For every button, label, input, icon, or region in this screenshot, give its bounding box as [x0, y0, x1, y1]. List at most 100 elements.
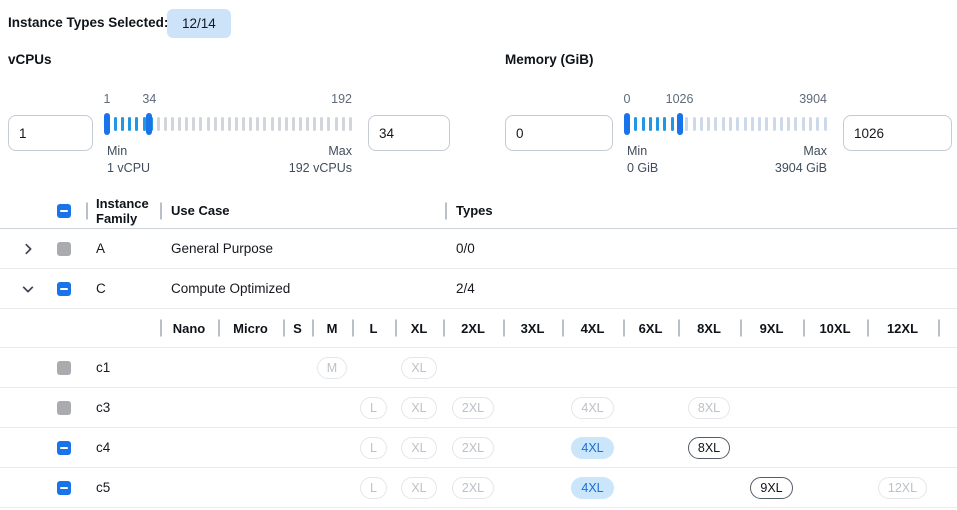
- size-column-label: 10XL: [819, 320, 851, 336]
- memory-min-input[interactable]: [505, 115, 613, 151]
- size-cell-c5-4xl: 4XL: [562, 468, 623, 507]
- slider-lower-handle[interactable]: [624, 113, 630, 135]
- instance-name-c1: c1: [96, 360, 111, 375]
- slider-upper-handle[interactable]: [146, 113, 153, 135]
- size-column-label: 8XL: [697, 320, 721, 336]
- size-header-expander-cell: [0, 309, 48, 347]
- slider-tick: [641, 117, 645, 131]
- family-row-A: A General Purpose 0/0: [0, 229, 957, 269]
- size-pill-c5-4xl[interactable]: 4XL: [571, 476, 614, 499]
- slider-tick: [743, 117, 747, 131]
- slider-lower-handle[interactable]: [104, 113, 110, 135]
- selected-count-badge: 12/14: [167, 9, 231, 38]
- slider-upper-handle[interactable]: [676, 113, 683, 135]
- family-checkbox-cell-A: [48, 229, 86, 268]
- slider-tick: [199, 117, 203, 131]
- size-column-label: 9XL: [759, 320, 784, 336]
- instance-size-grid-c1: M XL: [160, 348, 957, 387]
- family-name-C: C: [96, 281, 106, 296]
- slider-tick: [707, 117, 711, 131]
- size-pill-c3-4xl: 4XL: [571, 396, 614, 419]
- instance-expander-cell-c5: [0, 468, 48, 507]
- size-pill-c4-8xl[interactable]: 8XL: [687, 436, 731, 459]
- size-cell-c4-9xl: [740, 428, 803, 467]
- slider-tick: [156, 117, 160, 131]
- slider-tick: [794, 117, 798, 131]
- slider-tick: [692, 117, 696, 131]
- vcpus-slider-upper-label: 34: [142, 92, 157, 106]
- size-cell-c1-3xl: [503, 348, 562, 387]
- size-cell-c3-xl: XL: [395, 388, 443, 427]
- slider-tick: [663, 117, 667, 131]
- size-cell-c4-4xl: 4XL: [562, 428, 623, 467]
- instance-row-c1: c1 M XL: [0, 348, 957, 388]
- checkbox-disabled-A: [57, 241, 71, 256]
- size-column-header-s: S: [283, 309, 312, 347]
- instance-family-table: Instance Family Use Case Types A General …: [0, 193, 957, 508]
- slider-tick: [816, 117, 820, 131]
- slider-tick: [135, 117, 139, 131]
- instance-size-grid-c3: L XL 2XL 4XL 8XL: [160, 388, 957, 427]
- size-pill-c5-9xl[interactable]: 9XL: [750, 476, 793, 499]
- instance-checkbox-cell-c1: [48, 348, 86, 387]
- memory-slider-max-label: 3904: [799, 92, 827, 106]
- size-cell-c5-10xl: [803, 468, 867, 507]
- family-usecase-cell-A: General Purpose: [160, 229, 445, 268]
- memory-slider-track[interactable]: [624, 109, 827, 139]
- slider-tick: [348, 117, 352, 131]
- size-pill-c3-8xl: 8XL: [687, 396, 731, 419]
- size-cell-c4-micro: [218, 428, 283, 467]
- slider-tick: [809, 117, 813, 131]
- size-cell-c5-nano: [160, 468, 218, 507]
- instance-name-c4: c4: [96, 440, 111, 455]
- size-pill-c3-l: L: [360, 396, 387, 419]
- size-cell-c3-nano: [160, 388, 218, 427]
- family-expander-cell-A[interactable]: [0, 229, 48, 268]
- instance-trailing-spacer-c5: [938, 468, 957, 507]
- slider-tick: [750, 117, 754, 131]
- header-content: Use Case Types: [160, 193, 957, 228]
- vcpus-slider-track[interactable]: [104, 109, 352, 139]
- size-column-label: Nano: [172, 320, 206, 336]
- size-cell-c5-micro: [218, 468, 283, 507]
- select-all-checkbox[interactable]: [57, 203, 71, 218]
- size-column-label: 12XL: [886, 320, 919, 336]
- header-family-cell: Instance Family: [86, 193, 160, 228]
- vcpus-slider-max-label: 192: [331, 92, 352, 106]
- size-cell-c1-s: [283, 348, 312, 387]
- size-cell-c4-xl: XL: [395, 428, 443, 467]
- table-header-row: Instance Family Use Case Types: [0, 193, 957, 229]
- slider-tick: [656, 117, 660, 131]
- size-cell-c3-10xl: [803, 388, 867, 427]
- size-column-label: Micro: [233, 320, 268, 336]
- size-pill-c3-xl: XL: [401, 396, 437, 419]
- memory-slider-tick-labels: 0 1026 3904: [624, 92, 827, 109]
- slider-tick: [242, 117, 246, 131]
- slider-tick: [142, 117, 146, 131]
- slider-tick: [128, 117, 132, 131]
- checkbox-indeterminate-C[interactable]: [57, 281, 71, 296]
- vcpus-max-input[interactable]: [368, 115, 450, 151]
- size-column-header-xl: XL: [395, 309, 443, 347]
- size-cell-c5-m: [312, 468, 352, 507]
- vcpus-slider: 1 34 192 Min 1 vCPU Max 192 vCPUs: [104, 92, 352, 177]
- size-cell-c4-l: L: [352, 428, 395, 467]
- family-usecase-A: General Purpose: [171, 241, 274, 256]
- memory-max-input[interactable]: [843, 115, 952, 151]
- slider-tick: [114, 117, 118, 131]
- family-name-cell-C: C: [86, 269, 160, 308]
- family-expander-cell-C[interactable]: [0, 269, 48, 308]
- size-cell-c4-12xl: [867, 428, 938, 467]
- slider-tick: [313, 117, 317, 131]
- size-pill-c5-xl: XL: [401, 476, 437, 499]
- checkbox-indeterminate-c4[interactable]: [57, 440, 71, 455]
- size-column-header-nano: Nano: [160, 309, 218, 347]
- vcpus-min-input[interactable]: [8, 115, 93, 151]
- size-pill-c4-4xl[interactable]: 4XL: [571, 436, 614, 459]
- slider-tick: [220, 117, 224, 131]
- instance-trailing-spacer-c4: [938, 428, 957, 467]
- checkbox-indeterminate-c5[interactable]: [57, 480, 71, 495]
- slider-tick: [306, 117, 310, 131]
- size-header-trailing-spacer: [938, 309, 957, 347]
- size-cell-c1-6xl: [623, 348, 678, 387]
